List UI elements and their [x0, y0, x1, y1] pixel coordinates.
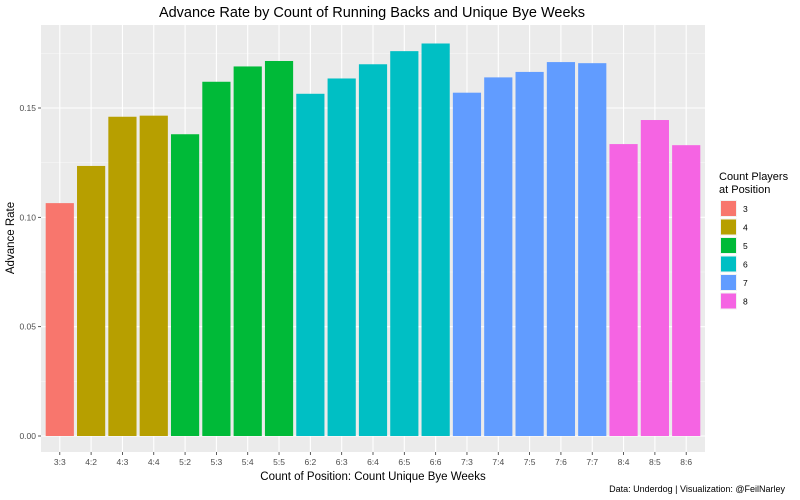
x-tick-label: 5:5	[273, 457, 285, 467]
bar-3-3	[45, 203, 74, 436]
bar-8-6	[672, 145, 701, 436]
legend-label: 7	[743, 278, 748, 288]
y-tick-label: 0.05	[19, 322, 36, 332]
x-tick-label: 7:5	[524, 457, 536, 467]
bar-8-4	[609, 144, 638, 436]
x-tick-label: 4:3	[117, 457, 129, 467]
legend-label: 6	[743, 260, 748, 270]
legend-swatch	[721, 256, 736, 272]
caption: Data: Underdog | Visualization: @FeilNar…	[609, 484, 785, 494]
y-tick-label: 0.15	[19, 103, 36, 113]
legend-title-line-1: Count Players	[719, 171, 789, 183]
legend-label: 4	[743, 223, 748, 233]
x-tick-label: 7:7	[586, 457, 598, 467]
y-axis-label: Advance Rate	[5, 202, 17, 274]
x-tick-label: 3:3	[54, 457, 66, 467]
legend-swatch	[721, 293, 736, 309]
legend-swatch	[721, 238, 736, 253]
bar-4-4	[139, 115, 168, 437]
x-tick-label: 5:3	[210, 457, 222, 467]
x-tick-label: 6:3	[336, 457, 348, 467]
y-axis-ticks: 0.00 0.05 0.10 0.15	[19, 103, 41, 441]
x-axis-ticks: 3:3 4:2 4:3 4:4 5:2 5:3 5:4 5:5 6:2 6:3 6:4 6:5 6:6 7…	[54, 452, 692, 467]
x-tick-label: 7:3	[461, 457, 473, 467]
legend-title-line-2: at Position	[719, 184, 770, 196]
chart-title: Advance Rate by Count of Running Backs a…	[159, 5, 585, 21]
legend-label: 3	[743, 204, 748, 214]
bar-6-6	[421, 43, 450, 436]
bar-7-5	[515, 71, 544, 437]
x-tick-label: 6:6	[430, 457, 442, 467]
bar-8-5	[640, 120, 669, 436]
bar-6-2	[296, 93, 325, 436]
x-axis-label: Count of Position: Count Unique Bye Week…	[260, 471, 486, 483]
bar-4-2	[77, 165, 106, 437]
bars	[45, 43, 701, 437]
bar-7-3	[452, 92, 482, 437]
legend-swatch	[721, 275, 736, 290]
x-tick-label: 4:2	[85, 457, 97, 467]
bar-5-4	[233, 66, 262, 436]
x-tick-label: 6:4	[367, 457, 379, 467]
bar-4-3	[108, 116, 137, 436]
bar-6-4	[358, 64, 388, 437]
legend-label: 5	[743, 241, 748, 251]
x-tick-label: 6:5	[398, 457, 410, 467]
bar-6-5	[390, 51, 419, 436]
legend: Count Players at Position 3 4 5 6 7 8	[719, 171, 789, 310]
x-tick-label: 7:4	[492, 457, 504, 467]
bar-7-7	[578, 63, 607, 436]
legend-label: 8	[743, 297, 748, 307]
x-tick-label: 4:4	[148, 457, 160, 467]
x-tick-label: 6:2	[304, 457, 316, 467]
x-tick-label: 8:6	[680, 457, 692, 467]
x-tick-label: 8:4	[618, 457, 630, 467]
bar-7-4	[484, 77, 513, 437]
bar-5-3	[202, 81, 231, 436]
bar-5-5	[264, 60, 294, 437]
x-tick-label: 5:4	[242, 457, 254, 467]
bar-5-2	[170, 134, 200, 437]
bar-6-3	[327, 78, 356, 436]
bar-7-6	[546, 62, 576, 437]
y-tick-label: 0.10	[19, 212, 36, 222]
legend-swatch	[721, 201, 736, 216]
x-tick-label: 7:6	[555, 457, 567, 467]
y-tick-label: 0.00	[19, 431, 36, 441]
x-tick-label: 8:5	[649, 457, 661, 467]
legend-swatch	[721, 219, 736, 235]
x-tick-label: 5:2	[179, 457, 191, 467]
